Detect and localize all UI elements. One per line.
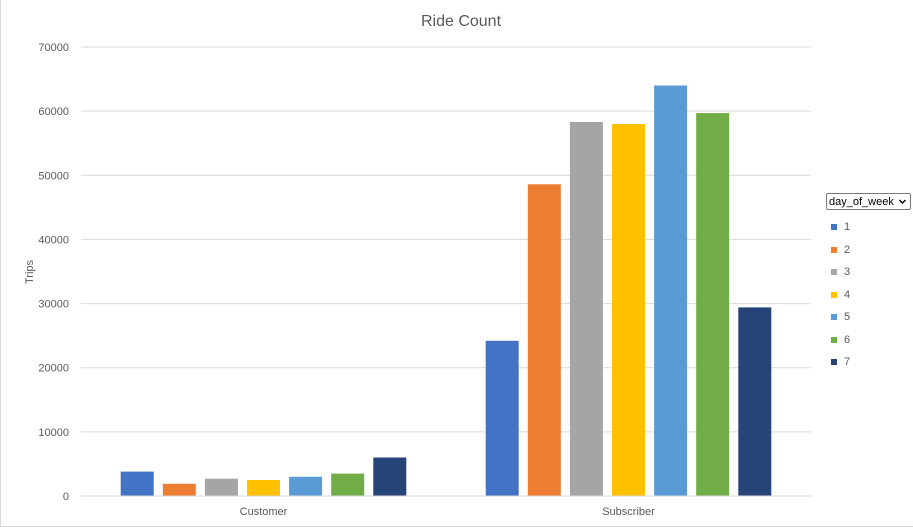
chevron-down-icon[interactable] — [898, 197, 907, 206]
y-tick-label: 30000 — [38, 299, 69, 311]
legend-swatch — [831, 269, 837, 276]
y-tick-label: 60000 — [38, 106, 69, 118]
y-tick-label: 0 — [63, 491, 69, 503]
y-tick-label: 40000 — [38, 234, 69, 246]
bar-subscriber-day-5 — [654, 85, 688, 496]
bars — [120, 85, 772, 497]
legend-item-7[interactable]: 7 — [826, 351, 912, 374]
legend-swatch — [831, 291, 837, 298]
legend-label: 5 — [844, 311, 851, 324]
x-tick-label: Subscriber — [602, 506, 655, 518]
legend-item-3[interactable]: 3 — [826, 261, 912, 284]
chart-title: Ride Count — [421, 13, 502, 30]
bar-customer-day-7 — [373, 457, 407, 496]
y-tick-label: 10000 — [38, 427, 69, 439]
legend-label: 4 — [844, 288, 851, 301]
gridlines — [81, 46, 811, 433]
legend-label: 2 — [844, 243, 851, 256]
legend-swatch — [831, 246, 837, 253]
y-tick-label: 50000 — [38, 170, 69, 182]
x-tick-label: Customer — [240, 506, 288, 518]
legend-label: 1 — [844, 221, 851, 234]
y-tick-label: 70000 — [38, 42, 69, 54]
legend-label: 7 — [844, 356, 851, 369]
y-tick-label: 20000 — [38, 363, 69, 375]
legend-swatch — [831, 314, 837, 321]
legend-filter-dropdown[interactable]: day_of_week — [826, 193, 911, 210]
legend-item-1[interactable]: 1 — [826, 216, 912, 239]
x-axis-ticks: Customer Subscriber — [240, 506, 655, 518]
legend-swatch — [831, 224, 837, 231]
bar-customer-day-2 — [162, 483, 196, 496]
legend-item-2[interactable]: 2 — [826, 239, 912, 262]
bar-subscriber-day-6 — [696, 113, 730, 496]
legend-item-6[interactable]: 6 — [826, 329, 912, 352]
bar-customer-day-1 — [120, 471, 154, 496]
bar-customer-day-5 — [289, 476, 323, 496]
legend-filter-label: day_of_week — [829, 195, 894, 208]
legend-item-5[interactable]: 5 — [826, 306, 912, 329]
y-axis-ticks: 0 10000 20000 30000 40000 50000 60000 70000 — [38, 42, 69, 503]
bar-subscriber-day-7 — [738, 307, 772, 496]
legend-swatch — [831, 359, 837, 366]
bar-customer-day-4 — [247, 480, 280, 496]
bar-subscriber-day-1 — [485, 340, 519, 496]
bar-subscriber-day-3 — [569, 122, 603, 496]
legend: day_of_week 1 2 3 4 5 6 7 — [826, 193, 912, 374]
bar-customer-day-3 — [204, 478, 238, 496]
bar-subscriber-day-2 — [527, 184, 561, 497]
y-axis-label: Trips — [24, 259, 36, 284]
legend-label: 6 — [844, 333, 851, 346]
legend-item-4[interactable]: 4 — [826, 284, 912, 307]
bar-subscriber-day-4 — [612, 124, 645, 496]
legend-swatch — [831, 336, 837, 343]
legend-items: 1 2 3 4 5 6 7 — [826, 216, 912, 374]
bar-customer-day-6 — [331, 473, 365, 496]
legend-label: 3 — [844, 266, 851, 279]
